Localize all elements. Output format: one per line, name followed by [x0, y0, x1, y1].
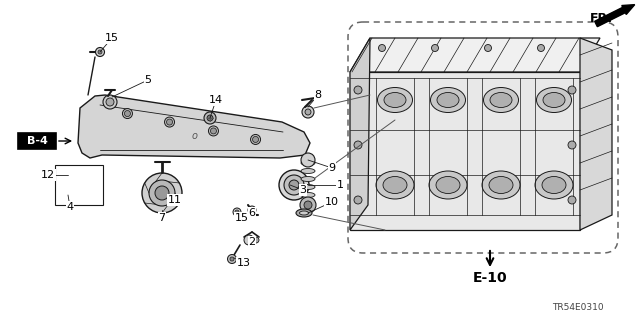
Text: 12: 12 [41, 170, 55, 180]
FancyBboxPatch shape [18, 133, 56, 149]
Circle shape [568, 86, 576, 94]
Text: 1: 1 [337, 180, 344, 190]
Circle shape [354, 141, 362, 149]
Circle shape [207, 115, 213, 121]
Ellipse shape [301, 184, 315, 189]
Circle shape [95, 48, 104, 56]
Text: 4: 4 [67, 202, 74, 212]
Circle shape [166, 119, 173, 125]
Ellipse shape [301, 168, 315, 174]
Polygon shape [350, 38, 370, 230]
Text: 14: 14 [209, 95, 223, 105]
Ellipse shape [483, 87, 518, 113]
Ellipse shape [490, 93, 512, 108]
Ellipse shape [489, 176, 513, 194]
Text: TR54E0310: TR54E0310 [552, 302, 604, 311]
Circle shape [253, 137, 259, 143]
Circle shape [378, 44, 385, 51]
Text: 2: 2 [248, 237, 255, 247]
Circle shape [122, 108, 132, 119]
Circle shape [305, 109, 311, 115]
Text: 15: 15 [105, 33, 119, 43]
Ellipse shape [383, 176, 407, 194]
Circle shape [484, 44, 492, 51]
Ellipse shape [482, 171, 520, 199]
Text: 10: 10 [325, 197, 339, 207]
Circle shape [204, 112, 216, 124]
Circle shape [209, 126, 218, 136]
Circle shape [289, 180, 299, 190]
Circle shape [304, 201, 312, 209]
Polygon shape [78, 95, 310, 158]
Bar [55, 165, 103, 205]
Circle shape [279, 170, 309, 200]
Ellipse shape [542, 176, 566, 194]
Text: 13: 13 [237, 258, 251, 268]
Ellipse shape [376, 171, 414, 199]
Text: 3: 3 [300, 185, 307, 195]
Polygon shape [350, 38, 600, 72]
Ellipse shape [301, 201, 315, 205]
Ellipse shape [301, 176, 315, 182]
Circle shape [250, 134, 260, 145]
Text: 15: 15 [235, 213, 249, 223]
Ellipse shape [436, 176, 460, 194]
Text: 8: 8 [314, 90, 321, 100]
Text: 7: 7 [159, 213, 166, 223]
Ellipse shape [296, 209, 312, 217]
Text: B-4: B-4 [27, 136, 47, 146]
Circle shape [211, 128, 216, 134]
Ellipse shape [378, 87, 413, 113]
Circle shape [244, 235, 254, 245]
Ellipse shape [384, 93, 406, 108]
Ellipse shape [300, 211, 308, 215]
Circle shape [354, 86, 362, 94]
Text: 5: 5 [145, 75, 152, 85]
Circle shape [149, 180, 175, 206]
Circle shape [124, 111, 131, 116]
Circle shape [142, 173, 182, 213]
Circle shape [302, 106, 314, 118]
Ellipse shape [437, 93, 459, 108]
FancyArrow shape [595, 5, 635, 27]
Ellipse shape [535, 171, 573, 199]
Circle shape [230, 257, 234, 261]
Ellipse shape [301, 160, 315, 166]
Circle shape [538, 44, 545, 51]
Text: 6: 6 [248, 208, 255, 218]
Circle shape [227, 255, 237, 263]
Ellipse shape [543, 93, 565, 108]
Polygon shape [350, 72, 580, 230]
Ellipse shape [536, 87, 572, 113]
Circle shape [300, 197, 316, 213]
Text: o: o [192, 131, 198, 141]
Circle shape [103, 95, 117, 109]
Circle shape [248, 206, 256, 214]
Circle shape [106, 98, 114, 106]
Circle shape [431, 44, 438, 51]
Circle shape [354, 196, 362, 204]
Circle shape [301, 153, 315, 167]
Circle shape [253, 237, 259, 243]
Circle shape [98, 50, 102, 54]
Text: 9: 9 [328, 163, 335, 173]
Polygon shape [580, 38, 612, 230]
Circle shape [568, 141, 576, 149]
Circle shape [568, 196, 576, 204]
Ellipse shape [301, 192, 315, 197]
Circle shape [164, 117, 175, 127]
Circle shape [235, 210, 239, 214]
Circle shape [155, 186, 169, 200]
Ellipse shape [429, 171, 467, 199]
Text: FR.: FR. [590, 11, 613, 25]
Ellipse shape [431, 87, 465, 113]
Text: 11: 11 [168, 195, 182, 205]
Circle shape [233, 208, 241, 216]
Text: E-10: E-10 [473, 271, 508, 285]
Circle shape [284, 175, 304, 195]
